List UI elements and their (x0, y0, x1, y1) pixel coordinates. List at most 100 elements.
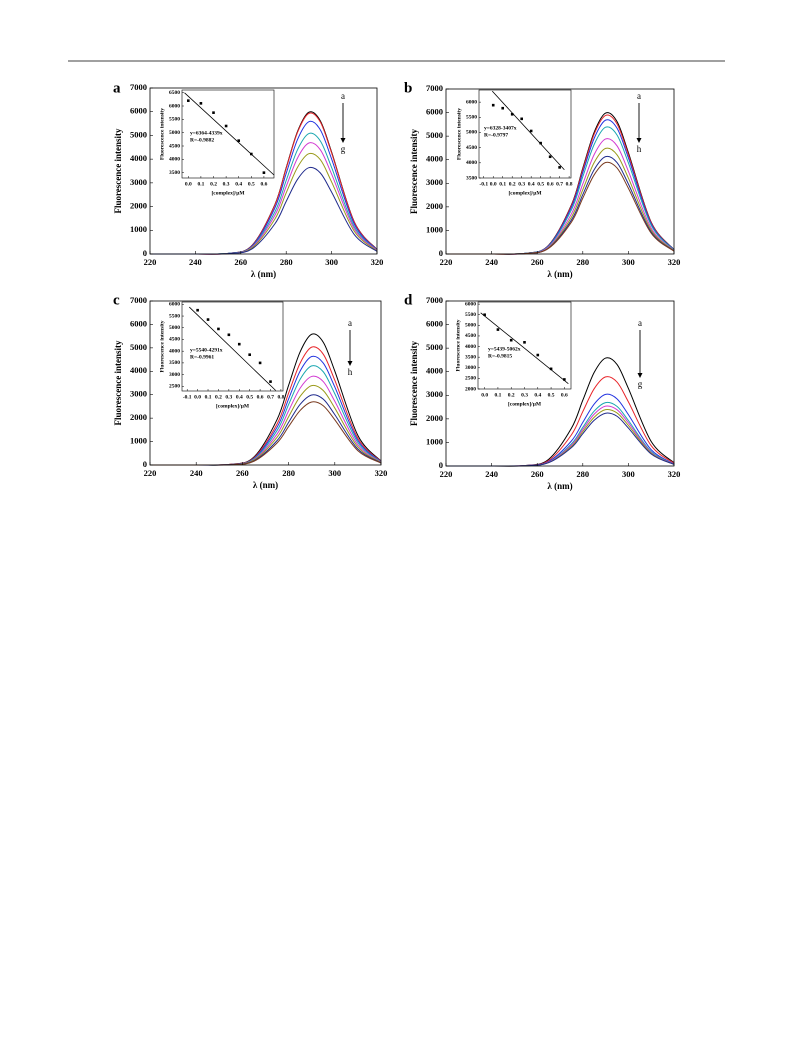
inset-x-tick-label: 0.6 (561, 392, 568, 398)
x-tick-label: 300 (622, 469, 635, 479)
inset-y-tick-label: 5500 (465, 312, 476, 318)
y-tick-label: 0 (143, 459, 147, 469)
inset-x-tick-label: 0.0 (490, 181, 497, 187)
y-axis-label: Fluorescence intensity (409, 128, 419, 214)
data-point (212, 111, 215, 114)
arrow-end-label: g (638, 379, 643, 389)
inset-x-tick-label: 0.4 (235, 181, 242, 187)
inset-x-axis-label: [complex]/μM (508, 401, 542, 407)
inset-x-axis-label: [complex]/μM (508, 190, 542, 196)
data-point (536, 353, 540, 357)
data-point (237, 139, 241, 142)
x-axis-label: λ (nm) (547, 481, 572, 491)
y-tick-label: 6000 (426, 107, 443, 117)
inset-y-tick-label: 6000 (466, 99, 477, 105)
inset-y-tick-label: 4000 (466, 160, 477, 166)
data-point (196, 308, 199, 312)
data-point (258, 361, 262, 365)
x-tick-label: 280 (280, 257, 293, 267)
data-point (501, 106, 505, 110)
y-tick-label: 6000 (130, 106, 147, 116)
x-tick-label: 240 (485, 257, 498, 267)
x-tick-label: 260 (531, 469, 544, 479)
x-tick-label: 300 (622, 257, 635, 267)
inset-x-tick-label: 0.0 (185, 181, 192, 187)
data-point (520, 117, 523, 121)
inset-y-tick-label: 2000 (465, 386, 476, 392)
inset-x-tick-label: 0.2 (508, 392, 515, 398)
inset-y-tick-label: 3500 (466, 175, 477, 181)
fit-equation: y=6328-3407x (484, 125, 517, 131)
inset-x-tick-label: 0.6 (547, 181, 554, 187)
data-point (558, 166, 561, 169)
y-tick-label: 3000 (130, 177, 147, 187)
fit-equation: y=5540-4291x (190, 347, 223, 353)
y-tick-label: 0 (439, 460, 443, 470)
inset-x-tick-label: 0.3 (225, 394, 232, 400)
y-tick-label: 1000 (426, 436, 443, 446)
y-tick-label: 3000 (130, 389, 147, 399)
inset-x-tick-label: -0.1 (183, 394, 192, 400)
inset-y-tick-label: 4000 (169, 157, 180, 163)
y-tick-label: 7000 (426, 83, 443, 93)
y-tick-label: 2000 (130, 201, 147, 211)
data-point (491, 103, 495, 107)
data-point (529, 129, 533, 133)
x-tick-label: 240 (190, 468, 203, 478)
inset-x-tick-label: 0.3 (223, 181, 230, 187)
y-tick-label: 1000 (130, 224, 147, 234)
x-axis-label: λ (nm) (251, 269, 276, 279)
arrow-head (347, 361, 353, 366)
y-tick-label: 5000 (426, 342, 443, 352)
y-tick-label: 6000 (426, 319, 443, 329)
inset-x-tick-label: 0.5 (537, 181, 544, 187)
x-tick-label: 220 (144, 468, 157, 478)
inset-x-tick-label: -0.1 (479, 181, 488, 187)
inset-y-axis-label: Fluorescence intensity (159, 320, 165, 372)
arrow-end-label: g (341, 144, 346, 154)
inset-y-tick-label: 4500 (466, 145, 477, 151)
inset-x-tick-label: 0.4 (534, 392, 541, 398)
data-point (237, 342, 241, 346)
arrow-head (636, 138, 642, 143)
spectrum-curve (445, 161, 675, 255)
data-point (250, 152, 253, 156)
inset-x-tick-label: 0.8 (277, 394, 284, 400)
inset-x-axis-label: [complex]/μM (216, 403, 250, 409)
inset-y-tick-label: 5000 (466, 130, 477, 136)
fit-line (480, 312, 569, 385)
inset-y-tick-label: 5000 (169, 325, 180, 331)
inset-frame (181, 301, 284, 392)
y-axis-label: Fluorescence intensity (113, 340, 123, 426)
data-point (199, 102, 203, 105)
inset-y-tick-label: 5500 (466, 115, 477, 121)
inset-x-tick-label: 0.1 (197, 181, 204, 187)
x-axis-label: λ (nm) (547, 269, 572, 279)
x-tick-label: 280 (282, 468, 295, 478)
inset-y-tick-label: 5500 (169, 117, 180, 123)
x-tick-label: 300 (328, 468, 341, 478)
data-point (539, 141, 542, 145)
panel-label: c (113, 292, 120, 308)
x-tick-label: 300 (325, 257, 338, 267)
inset-y-tick-label: 4500 (169, 337, 180, 343)
inset-y-tick-label: 4000 (465, 344, 476, 350)
spectrum-curve (445, 405, 675, 467)
y-tick-label: 5000 (130, 129, 147, 139)
inset-y-tick-label: 2500 (169, 384, 180, 390)
inset-y-tick-label: 6000 (465, 301, 476, 307)
x-tick-label: 280 (576, 469, 589, 479)
inset-x-tick-label: 0.5 (548, 392, 555, 398)
fit-line (189, 306, 276, 391)
inset-y-tick-label: 3000 (465, 365, 476, 371)
data-point (509, 338, 513, 342)
fit-line (491, 90, 565, 170)
inset-y-tick-label: 5500 (169, 313, 180, 319)
inset-y-tick-label: 3500 (465, 354, 476, 360)
y-axis-label: Fluorescence intensity (409, 340, 419, 426)
y-tick-label: 7000 (130, 82, 147, 92)
inset-y-axis-label: Fluorescence intensity (456, 108, 462, 160)
inset-y-tick-label: 6000 (169, 302, 180, 308)
